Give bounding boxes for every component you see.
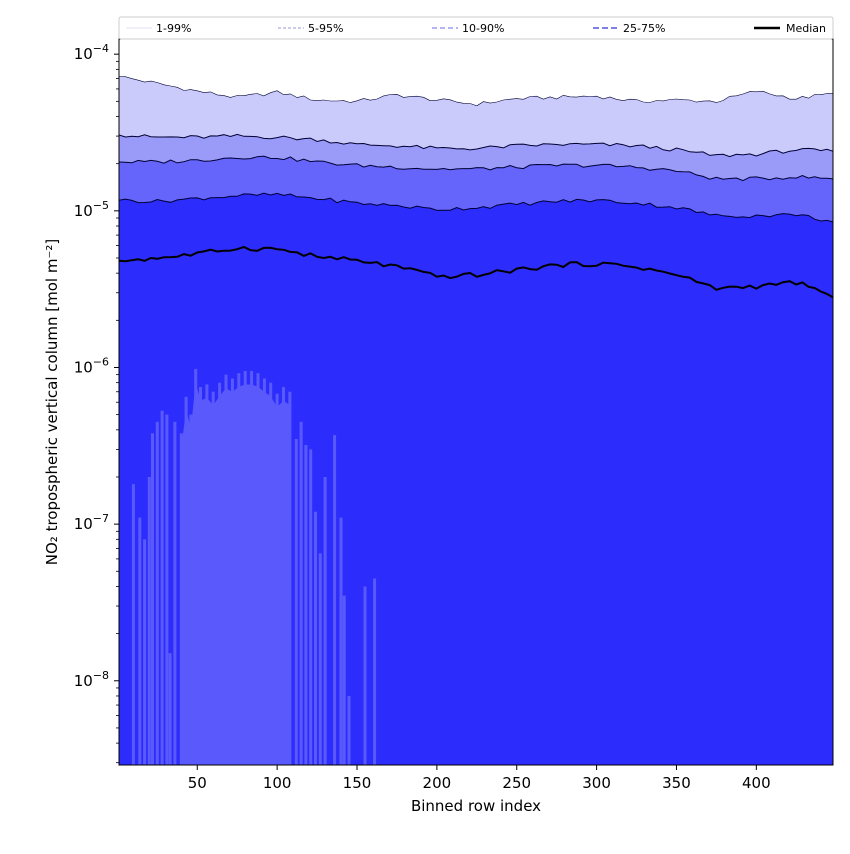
lower-spike — [173, 421, 177, 765]
y-tick-label: 10−7 — [74, 512, 109, 533]
lower-spike — [165, 414, 169, 765]
lower-spike — [342, 595, 346, 765]
y-tick-label: 10−5 — [74, 199, 109, 220]
band-edge-5-95 — [119, 133, 833, 158]
lower-spike — [304, 445, 308, 765]
y-tick-label: 10−6 — [74, 355, 109, 376]
lower-spike — [323, 477, 327, 765]
x-tick-label: 250 — [502, 774, 531, 792]
band-edge-1-99 — [119, 76, 833, 107]
lower-spike — [333, 435, 337, 765]
legend-label: 1-99% — [156, 22, 191, 35]
legend-box — [118, 16, 834, 40]
x-axis-label: Binned row index — [411, 797, 541, 815]
x-tick-label: 150 — [343, 774, 372, 792]
lower-spike — [160, 410, 164, 765]
legend-label: Median — [786, 22, 826, 35]
lower-spike — [147, 477, 151, 765]
spike-layer — [131, 368, 377, 765]
x-tick-label: 400 — [742, 774, 771, 792]
lower-spike — [309, 449, 313, 765]
lower-spike — [373, 578, 377, 765]
y-tick-label: 10−8 — [74, 669, 109, 690]
x-tick-label: 300 — [582, 774, 611, 792]
y-axis-ticks: 10−8 10−7 10−6 10−5 10−4 — [74, 42, 119, 764]
y-axis-label: NO₂ tropospheric vertical column [mol m⁻… — [43, 239, 61, 565]
x-axis-ticks: 50 100 150 200 250 300 350 400 — [188, 765, 771, 792]
lower-spike — [294, 438, 298, 765]
line-layer — [119, 76, 833, 299]
lower-spike — [168, 653, 172, 765]
x-tick-label: 200 — [423, 774, 452, 792]
lower-spike — [151, 433, 154, 765]
lower-spike — [155, 421, 159, 765]
lower-spike — [363, 586, 367, 765]
lower-spike — [138, 517, 142, 765]
median-line — [119, 245, 833, 299]
band-edge-25-75 — [119, 192, 833, 223]
lower-spike — [339, 517, 343, 765]
band-edge-10-90 — [119, 155, 833, 182]
legend-label: 5-95% — [308, 22, 343, 35]
lower-spike — [131, 484, 135, 765]
x-tick-label: 100 — [263, 774, 292, 792]
lower-spike — [318, 553, 322, 765]
lower-spike — [299, 421, 303, 765]
lower-spike — [314, 511, 317, 765]
legend-label: 10-90% — [462, 22, 504, 35]
lower-spike — [143, 539, 147, 765]
legend: 1-99% 5-95% 10-90% 25-75% Median — [118, 16, 834, 40]
y-tick-label: 10−4 — [74, 42, 109, 63]
legend-label: 25-75% — [623, 22, 665, 35]
lower-percentile-lobe — [181, 382, 290, 765]
x-tick-label: 50 — [188, 774, 207, 792]
x-tick-label: 350 — [662, 774, 691, 792]
lower-spike — [347, 696, 351, 765]
